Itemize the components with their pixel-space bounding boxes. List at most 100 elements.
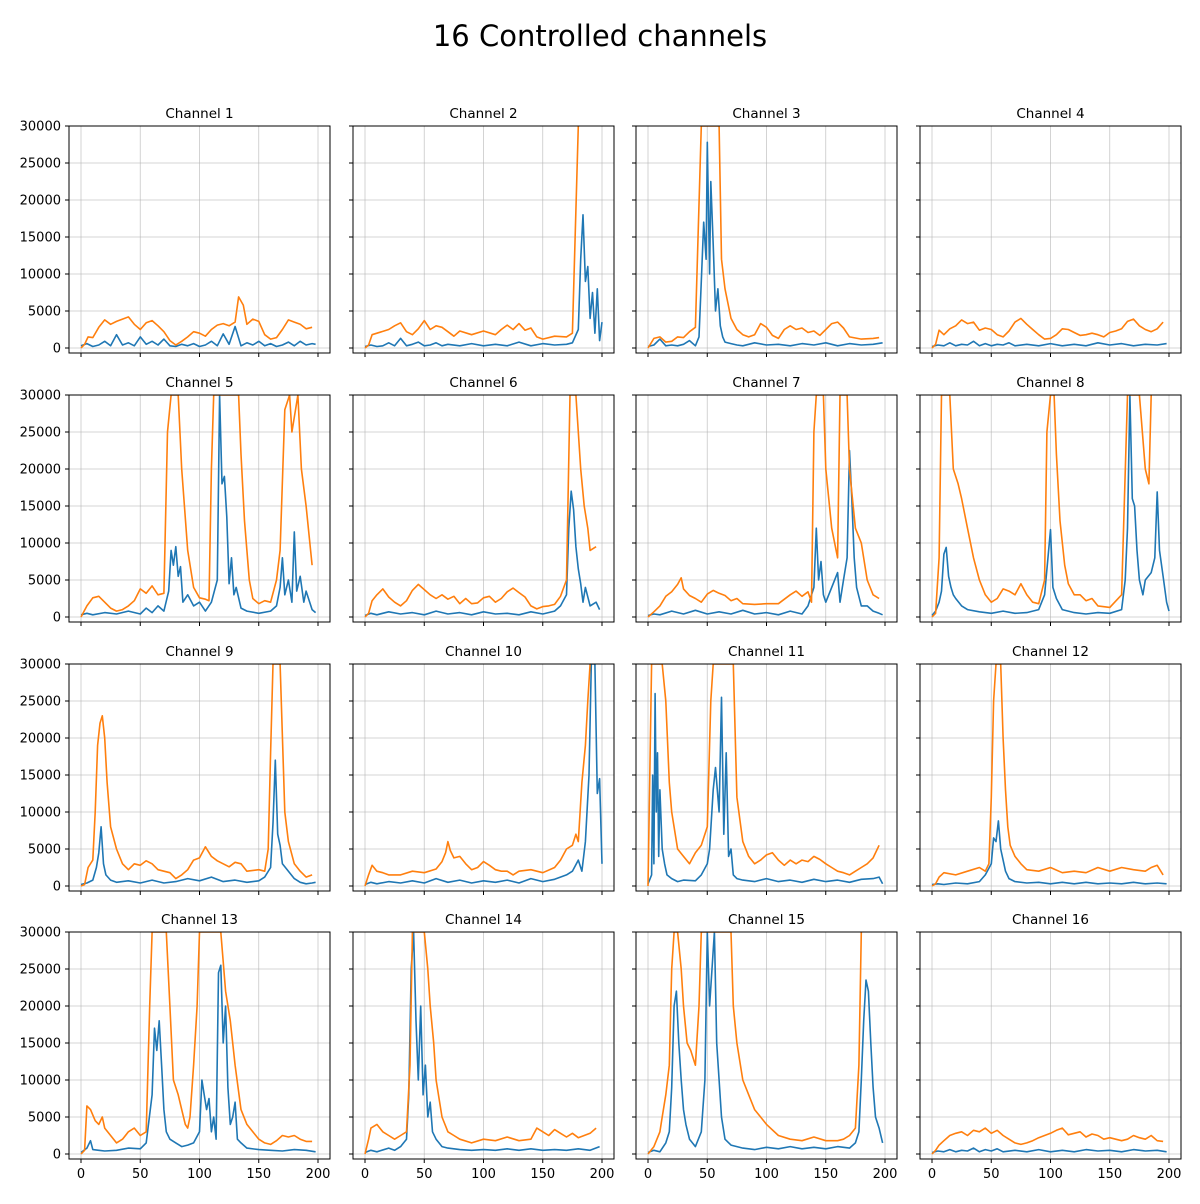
panel-11: Channel 11 [632, 644, 898, 895]
x-tick-label: 0 [361, 1167, 369, 1182]
panel-series [364, 395, 601, 618]
x-tick-label: 150 [246, 1167, 271, 1182]
figure-title: 16 Controlled channels [433, 19, 767, 53]
panel-series [647, 664, 884, 887]
panel-series [931, 317, 1167, 349]
panel-title: Channel 4 [1016, 106, 1084, 122]
panel-title: Channel 12 [1012, 644, 1089, 660]
series-line-blue [931, 820, 1167, 886]
y-tick-label: 20000 [20, 732, 61, 747]
panel-5: Channel 5 0 5000 10000 15000 20000 25000 30000 [20, 375, 331, 626]
panel-16: Channel 16 0 50 100 150 200 [916, 912, 1182, 1182]
y-tick-label: 15000 [20, 500, 61, 515]
x-tick-label: 200 [590, 1167, 615, 1182]
y-tick-label: 30000 [20, 389, 61, 404]
x-tick-label: 100 [471, 1167, 496, 1182]
x-tick-label: 200 [873, 1167, 898, 1182]
panel-title: Channel 16 [1012, 912, 1089, 928]
y-tick-label: 20000 [20, 1000, 61, 1015]
y-tick-label: 5000 [28, 1111, 61, 1126]
x-tick-label: 0 [928, 1167, 936, 1182]
series-line-blue [931, 340, 1167, 348]
panel-2: Channel 2 [349, 106, 615, 357]
panel-3: Channel 3 [632, 106, 898, 357]
y-tick-label: 15000 [20, 231, 61, 246]
series-line-orange [931, 664, 1164, 887]
series-line-orange [364, 126, 580, 349]
panel-title: Channel 14 [445, 912, 522, 928]
panel-title: Channel 5 [165, 375, 233, 391]
series-line-blue [931, 395, 1170, 617]
panel-series [80, 932, 316, 1155]
panel-8: Channel 8 [916, 375, 1182, 626]
y-tick-label: 20000 [20, 463, 61, 478]
x-tick-label: 100 [1038, 1167, 1063, 1182]
panel-series [80, 296, 316, 349]
y-tick-label: 25000 [20, 157, 61, 172]
series-line-orange [931, 317, 1164, 349]
series-line-orange [364, 395, 597, 618]
panel-title: Channel 9 [165, 644, 233, 660]
panel-4: Channel 4 [916, 106, 1182, 357]
panel-1: Channel 1 0 5000 10000 15000 20000 25000 30000 [20, 106, 331, 357]
panel-title: Channel 7 [732, 375, 800, 391]
panel-title: Channel 6 [449, 375, 517, 391]
series-line-orange [80, 664, 313, 887]
panel-title: Channel 10 [445, 644, 522, 660]
y-tick-label: 0 [53, 342, 61, 357]
panel-title: Channel 2 [449, 106, 517, 122]
series-line-orange [80, 296, 313, 349]
series-line-orange [647, 932, 863, 1155]
x-tick-label: 150 [813, 1167, 838, 1182]
series-line-blue [647, 932, 884, 1154]
x-tick-label: 50 [132, 1167, 149, 1182]
series-line-blue [647, 449, 883, 617]
series-line-blue [80, 325, 316, 348]
panel-title: Channel 8 [1016, 375, 1084, 391]
panel-7: Channel 7 [632, 375, 898, 626]
x-tick-label: 150 [1097, 1167, 1122, 1182]
panel-title: Channel 1 [165, 106, 233, 122]
x-tick-label: 100 [187, 1167, 212, 1182]
series-line-blue [80, 964, 316, 1154]
x-tick-label: 50 [416, 1167, 433, 1182]
panel-series [647, 932, 884, 1155]
y-tick-label: 15000 [20, 1037, 61, 1052]
y-tick-label: 10000 [20, 268, 61, 283]
panel-14: Channel 14 0 50 100 150 200 [349, 912, 615, 1182]
y-tick-label: 30000 [20, 120, 61, 135]
x-tick-label: 200 [306, 1167, 331, 1182]
panel-13: Channel 13 0 5000 10000 15000 20000 25000 30000… [20, 912, 331, 1182]
y-tick-label: 30000 [20, 926, 61, 941]
series-line-orange [364, 664, 591, 887]
panel-9: Channel 9 0 5000 10000 15000 20000 25000 30000 [20, 644, 331, 895]
x-tick-label: 150 [530, 1167, 555, 1182]
x-tick-label: 0 [77, 1167, 85, 1182]
panel-title: Channel 11 [728, 644, 805, 660]
series-line-blue [364, 490, 601, 617]
panel-15: Channel 15 0 50 100 150 200 [632, 912, 898, 1182]
panel-series [80, 664, 316, 887]
x-tick-label: 200 [1157, 1167, 1182, 1182]
panel-series [647, 126, 883, 349]
panel-title: Channel 3 [732, 106, 800, 122]
panel-6: Channel 6 [349, 375, 615, 626]
series-line-blue [364, 932, 600, 1154]
panel-series [931, 395, 1170, 618]
panel-series [80, 395, 317, 618]
panel-series [364, 932, 600, 1155]
series-line-blue [364, 664, 603, 886]
series-line-blue [364, 214, 603, 348]
panel-title: Channel 15 [728, 912, 805, 928]
y-tick-label: 10000 [20, 1074, 61, 1089]
y-tick-label: 5000 [28, 305, 61, 320]
y-tick-label: 10000 [20, 537, 61, 552]
series-line-orange [647, 395, 880, 618]
y-tick-label: 5000 [28, 574, 61, 589]
panel-series [364, 664, 603, 887]
x-tick-label: 50 [699, 1167, 716, 1182]
y-tick-label: 25000 [20, 695, 61, 710]
y-tick-label: 0 [53, 880, 61, 895]
